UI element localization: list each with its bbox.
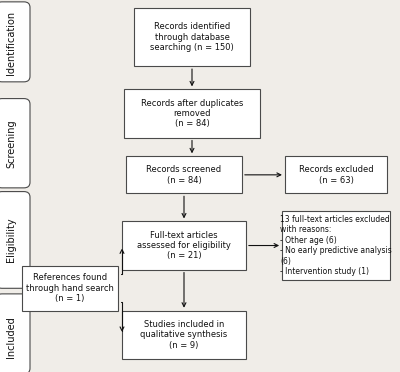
FancyBboxPatch shape [124, 89, 260, 138]
Text: References found
through hand search
(n = 1): References found through hand search (n … [26, 273, 114, 303]
Text: Records screened
(n = 84): Records screened (n = 84) [146, 165, 222, 185]
Text: Identification: Identification [6, 11, 16, 75]
FancyBboxPatch shape [282, 211, 390, 280]
FancyBboxPatch shape [122, 311, 246, 359]
FancyBboxPatch shape [0, 294, 30, 372]
Text: Screening: Screening [6, 119, 16, 167]
FancyBboxPatch shape [134, 8, 250, 66]
Text: Studies included in
qualitative synthesis
(n = 9): Studies included in qualitative synthesi… [140, 320, 228, 350]
Text: Records identified
through database
searching (n = 150): Records identified through database sear… [150, 22, 234, 52]
Text: Included: Included [6, 316, 16, 357]
Text: 13 full-text articles excluded
with reasons:
- Other age (6)
- No early predicti: 13 full-text articles excluded with reas… [280, 215, 392, 276]
Text: Eligibility: Eligibility [6, 218, 16, 262]
FancyBboxPatch shape [126, 156, 242, 193]
FancyBboxPatch shape [22, 266, 118, 311]
FancyBboxPatch shape [0, 2, 30, 82]
FancyBboxPatch shape [0, 99, 30, 188]
Text: Full-text articles
assessed for eligibility
(n = 21): Full-text articles assessed for eligibil… [137, 231, 231, 260]
FancyBboxPatch shape [0, 192, 30, 288]
Text: Records after duplicates
removed
(n = 84): Records after duplicates removed (n = 84… [141, 99, 243, 128]
FancyBboxPatch shape [122, 221, 246, 270]
Text: Records excluded
(n = 63): Records excluded (n = 63) [299, 165, 373, 185]
FancyBboxPatch shape [285, 156, 387, 193]
